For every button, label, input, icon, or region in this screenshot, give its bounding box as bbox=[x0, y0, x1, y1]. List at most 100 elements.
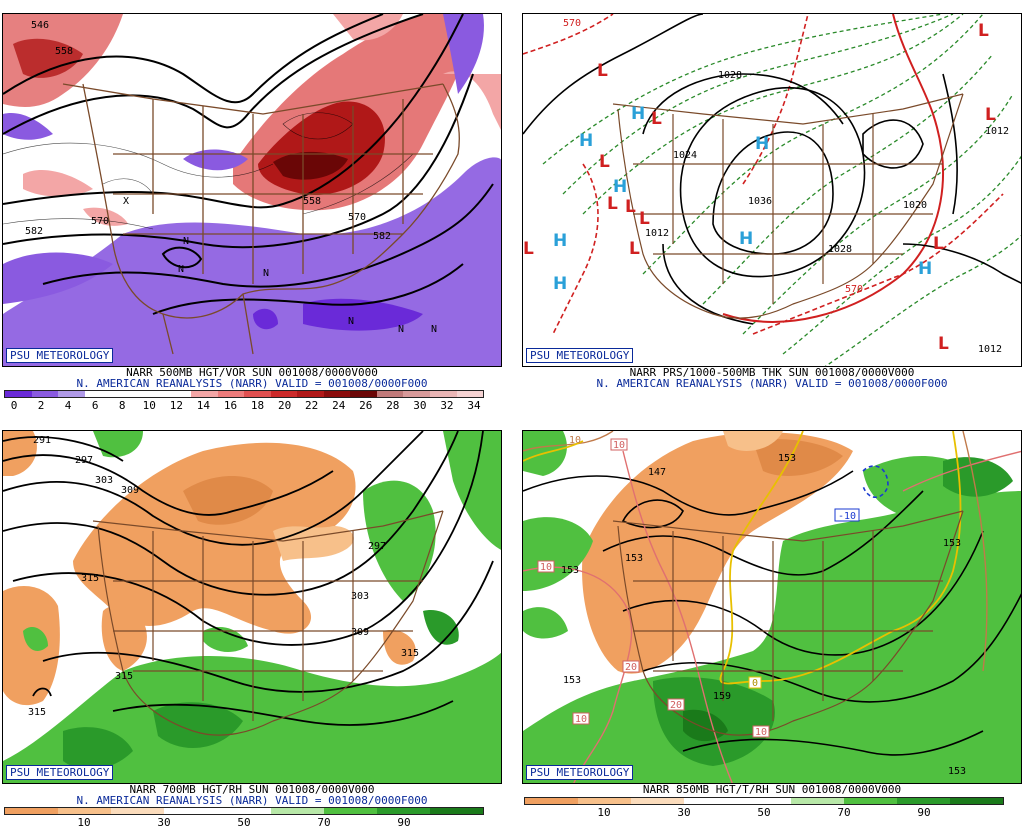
low-pressure-marker: L bbox=[938, 334, 949, 354]
color-scale-swatch bbox=[403, 391, 430, 397]
temp-label: 10 bbox=[575, 714, 587, 725]
color-scale-tick: 10 bbox=[597, 806, 611, 819]
panel-pressure-thickness: H H H H H H H H L L L L L L L L L L L L bbox=[522, 13, 1022, 413]
color-scale-swatch bbox=[843, 798, 897, 804]
color-scale-swatch bbox=[737, 798, 791, 804]
color-scale-swatch bbox=[58, 391, 85, 397]
low-pressure-marker: L bbox=[651, 109, 662, 129]
low-pressure-marker: L bbox=[933, 234, 944, 254]
color-scale-tick: 8 bbox=[118, 399, 126, 412]
color-scale-swatch bbox=[244, 391, 271, 397]
color-scale-swatch bbox=[949, 798, 1003, 804]
color-scale-swatch bbox=[456, 391, 484, 397]
color-scale-tick: 22 bbox=[305, 399, 319, 412]
contour-label: 570 bbox=[845, 284, 863, 295]
contour-label: 315 bbox=[81, 573, 99, 584]
color-scale-tick: 90 bbox=[917, 806, 931, 819]
color-scale-tick: 6 bbox=[91, 399, 99, 412]
panel-subcaption: N. AMERICAN REANALYSIS (NARR) VALID = 00… bbox=[596, 377, 948, 390]
panel-caption: NARR 500MB HGT/VOR SUN 001008/0000V000 bbox=[126, 366, 378, 379]
low-pressure-marker: L bbox=[639, 209, 650, 229]
contour-label: 153 bbox=[563, 675, 581, 686]
contour-label: 153 bbox=[778, 453, 796, 464]
contour-label: 153 bbox=[948, 766, 966, 777]
color-scale-tick: 16 bbox=[223, 399, 238, 412]
high-pressure-marker: H bbox=[739, 229, 753, 249]
high-pressure-marker: H bbox=[553, 274, 567, 294]
color-scale-ticks: 10 30 50 70 90 bbox=[524, 807, 1004, 819]
color-scale-swatch bbox=[376, 808, 430, 814]
contour-label: 558 bbox=[303, 196, 321, 207]
color-scale-swatch bbox=[376, 391, 404, 397]
high-pressure-marker: H bbox=[553, 231, 567, 251]
contour-label: 582 bbox=[373, 231, 391, 242]
color-scale-tick: 12 bbox=[169, 399, 183, 412]
panel-subcaption: N. AMERICAN REANALYSIS (NARR) VALID = 00… bbox=[76, 377, 428, 390]
vort-marker: N bbox=[398, 324, 404, 335]
high-pressure-marker: H bbox=[918, 259, 932, 279]
color-scale-tick: 10 bbox=[142, 399, 156, 412]
contour-label: 1028 bbox=[718, 70, 742, 81]
contour-label: 1020 bbox=[903, 200, 927, 211]
temp-label: -10 bbox=[838, 511, 856, 522]
vort-marker: X bbox=[123, 196, 129, 207]
color-scale-tick: 28 bbox=[386, 399, 400, 412]
contour-label: 1012 bbox=[985, 126, 1009, 137]
contour-label: 570 bbox=[563, 18, 581, 29]
psu-meteorology-badge: PSU METEOROLOGY bbox=[526, 348, 634, 363]
color-scale-ticks: 0 2 4 6 8 10 12 14 16 18 20 22 24 26 28 30 32 34 bbox=[4, 400, 484, 412]
low-pressure-marker: L bbox=[625, 197, 636, 217]
temp-label: 10 bbox=[755, 727, 767, 738]
contour-label: 303 bbox=[95, 475, 113, 486]
color-scale-swatch bbox=[323, 808, 377, 814]
vort-marker: N bbox=[183, 236, 189, 247]
psu-meteorology-badge: PSU METEOROLOGY bbox=[6, 348, 114, 363]
color-scale-swatch bbox=[525, 798, 579, 804]
contour-label: 315 bbox=[115, 671, 133, 682]
color-scale-swatch bbox=[111, 808, 165, 814]
color-scale-tick: 32 bbox=[440, 399, 454, 412]
contour-label: 558 bbox=[55, 46, 73, 57]
color-scale-swatch bbox=[430, 391, 457, 397]
map-500mb: 546 558 570 582 570 558 582 N N N N N N … bbox=[2, 13, 502, 367]
temp-label: 20 bbox=[670, 700, 682, 711]
contour-label: 159 bbox=[713, 691, 731, 702]
panel-caption: NARR PRS/1000-500MB THK SUN 001008/0000V… bbox=[629, 366, 915, 379]
color-scale-tick: 26 bbox=[359, 399, 373, 412]
panel-subcaption: N. AMERICAN REANALYSIS (NARR) VALID = 00… bbox=[76, 794, 428, 807]
low-pressure-marker: L bbox=[629, 239, 640, 259]
color-scale-tick: 70 bbox=[837, 806, 851, 819]
color-scale-swatch bbox=[190, 391, 218, 397]
low-pressure-marker: L bbox=[978, 21, 989, 41]
color-scale-swatch bbox=[896, 798, 950, 804]
contour-label: 315 bbox=[401, 648, 419, 659]
color-scale-swatch bbox=[5, 391, 32, 397]
contour-label: 297 bbox=[368, 541, 386, 552]
contour-label: 315 bbox=[28, 707, 46, 718]
contour-label: 1012 bbox=[645, 228, 669, 239]
high-pressure-marker: H bbox=[579, 131, 593, 151]
panel-caption: NARR 700MB HGT/RH SUN 001008/0000V000 bbox=[129, 783, 375, 796]
high-pressure-marker: H bbox=[755, 134, 769, 154]
color-scale-tick: 2 bbox=[37, 399, 45, 412]
color-scale-swatch bbox=[270, 391, 298, 397]
vort-marker: N bbox=[178, 264, 184, 275]
psu-meteorology-badge: PSU METEOROLOGY bbox=[6, 765, 114, 780]
contour-label: 309 bbox=[351, 627, 369, 638]
color-scale-swatch bbox=[429, 808, 483, 814]
contour-label: 546 bbox=[31, 20, 49, 31]
map-700mb: 291 297 303 309 315 297 303 309 315 315 … bbox=[2, 430, 502, 784]
contour-label: 570 bbox=[348, 212, 366, 223]
contour-label: 1028 bbox=[828, 244, 852, 255]
color-scale-swatch bbox=[84, 391, 112, 397]
temp-label: 0 bbox=[752, 678, 758, 689]
color-scale-swatch bbox=[217, 391, 245, 397]
color-scale-swatch bbox=[111, 391, 138, 397]
panel-700mb-rh: 291 297 303 309 315 297 303 309 315 315 … bbox=[2, 430, 502, 830]
contour-label: 153 bbox=[943, 538, 961, 549]
contour-label: 291 bbox=[33, 435, 51, 446]
low-pressure-marker: L bbox=[607, 194, 618, 214]
contour-label: 570 bbox=[91, 216, 109, 227]
temp-label: 20 bbox=[625, 662, 637, 673]
color-scale-swatch bbox=[684, 798, 738, 804]
